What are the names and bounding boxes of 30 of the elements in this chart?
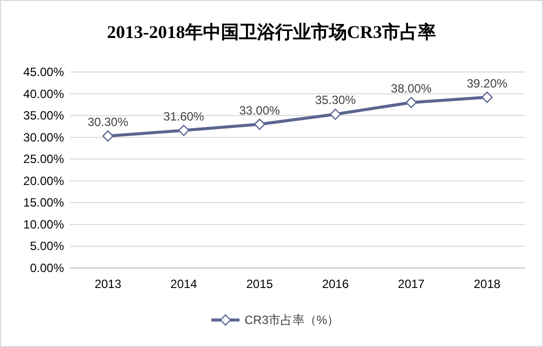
data-label: 30.30% — [88, 115, 129, 130]
point — [481, 92, 493, 103]
legend-label: CR3市占率（%） — [244, 313, 340, 327]
y-tick-label: 10.00% — [23, 217, 64, 232]
x-tick-label: 2013 — [94, 277, 122, 291]
y-tick-label: 45.00% — [23, 65, 64, 79]
x-tick-label: 2018 — [474, 277, 501, 291]
data-label: 35.30% — [315, 93, 356, 108]
y-tick-label: 15.00% — [23, 196, 64, 210]
y-tick-label: 20.00% — [23, 174, 64, 188]
x-tick-label: 2014 — [170, 277, 198, 291]
y-tick-label: 0.00% — [30, 261, 64, 275]
point — [330, 108, 342, 120]
point — [406, 96, 417, 108]
point — [102, 130, 114, 142]
y-tick-label: 40.00% — [23, 86, 64, 101]
data-label: 31.60% — [163, 109, 204, 124]
y-tick-label: 5.00% — [30, 239, 64, 254]
x-tick-label: 2015 — [246, 277, 274, 291]
point — [178, 124, 190, 136]
point — [254, 118, 266, 130]
x-tick-label: 2016 — [322, 277, 350, 291]
y-tick-label: 35.00% — [23, 108, 64, 123]
data-label: 38.00% — [390, 81, 432, 96]
data-label: 39.20% — [466, 76, 508, 90]
chart-title: 2013-2018年中国卫浴行业市场CR3市占率 — [107, 22, 436, 42]
y-tick-label: 30.00% — [23, 130, 64, 144]
x-tick-label: 2017 — [398, 277, 425, 291]
data-label: 33.00% — [239, 103, 280, 118]
y-tick-label: 25.00% — [23, 152, 64, 166]
